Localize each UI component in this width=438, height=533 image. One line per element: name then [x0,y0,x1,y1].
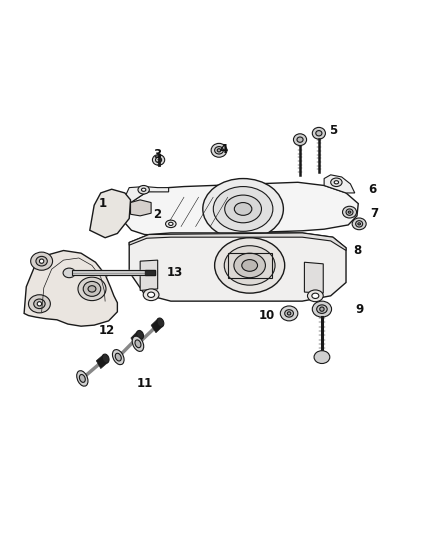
Ellipse shape [34,299,45,309]
Ellipse shape [63,268,75,278]
Ellipse shape [320,307,324,311]
Ellipse shape [152,155,165,165]
Text: 1: 1 [99,197,107,210]
Ellipse shape [157,318,164,327]
Ellipse shape [115,353,121,361]
Ellipse shape [137,330,144,339]
Polygon shape [131,331,143,345]
Ellipse shape [234,203,252,215]
Bar [72,270,149,275]
Ellipse shape [138,185,149,194]
Ellipse shape [107,193,116,201]
Ellipse shape [31,252,53,270]
Bar [145,270,155,275]
Text: 6: 6 [368,183,376,196]
Ellipse shape [346,209,353,215]
Ellipse shape [316,131,322,136]
Ellipse shape [215,238,285,293]
Ellipse shape [37,302,42,306]
Ellipse shape [143,289,159,301]
Polygon shape [151,319,163,333]
Polygon shape [140,260,158,290]
Text: 5: 5 [329,124,337,137]
Ellipse shape [211,143,227,157]
Ellipse shape [79,375,85,382]
Polygon shape [90,189,131,238]
Ellipse shape [102,354,109,363]
Ellipse shape [280,306,298,321]
Ellipse shape [234,253,265,278]
Ellipse shape [317,305,327,313]
Ellipse shape [217,149,221,152]
Ellipse shape [358,223,360,225]
Text: 3: 3 [154,148,162,161]
Ellipse shape [36,256,47,266]
Ellipse shape [287,312,291,315]
Ellipse shape [78,277,106,301]
Polygon shape [96,354,108,369]
Ellipse shape [166,220,176,228]
Ellipse shape [307,290,323,302]
Polygon shape [129,233,346,251]
Text: 9: 9 [355,303,363,316]
Text: 8: 8 [353,244,361,257]
Ellipse shape [312,127,325,139]
Polygon shape [94,213,103,230]
Polygon shape [125,187,169,204]
Ellipse shape [148,292,155,297]
Ellipse shape [312,301,332,317]
Polygon shape [131,200,151,216]
Ellipse shape [113,350,124,365]
Text: 11: 11 [136,377,153,390]
Ellipse shape [203,179,283,239]
Ellipse shape [135,340,141,348]
Ellipse shape [77,370,88,386]
Polygon shape [24,251,117,326]
Polygon shape [129,233,346,301]
Text: 7: 7 [371,207,378,220]
Ellipse shape [155,157,162,163]
Ellipse shape [312,293,319,298]
Ellipse shape [314,351,330,364]
Ellipse shape [215,147,223,154]
Ellipse shape [331,178,342,187]
Ellipse shape [141,188,146,191]
Ellipse shape [88,286,96,292]
Ellipse shape [285,310,293,317]
Ellipse shape [348,211,351,213]
Text: 12: 12 [99,324,116,337]
Polygon shape [125,182,358,236]
Polygon shape [324,175,355,193]
Ellipse shape [356,221,363,227]
Ellipse shape [225,195,261,223]
Text: 4: 4 [219,143,227,156]
Bar [72,270,155,275]
Ellipse shape [169,222,173,225]
Ellipse shape [293,134,307,146]
Ellipse shape [297,137,303,142]
Text: 2: 2 [154,208,162,221]
Polygon shape [304,262,323,293]
Ellipse shape [224,246,275,285]
Text: 10: 10 [259,309,276,322]
Ellipse shape [242,260,258,271]
Ellipse shape [352,218,366,230]
Text: 13: 13 [167,266,184,279]
Ellipse shape [343,206,357,218]
Ellipse shape [334,181,339,184]
Ellipse shape [83,281,101,296]
Ellipse shape [213,187,273,231]
Ellipse shape [132,336,144,351]
Ellipse shape [28,295,50,313]
Ellipse shape [39,259,44,263]
